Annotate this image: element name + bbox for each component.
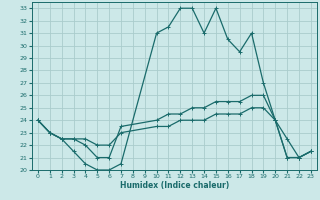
X-axis label: Humidex (Indice chaleur): Humidex (Indice chaleur)	[120, 181, 229, 190]
